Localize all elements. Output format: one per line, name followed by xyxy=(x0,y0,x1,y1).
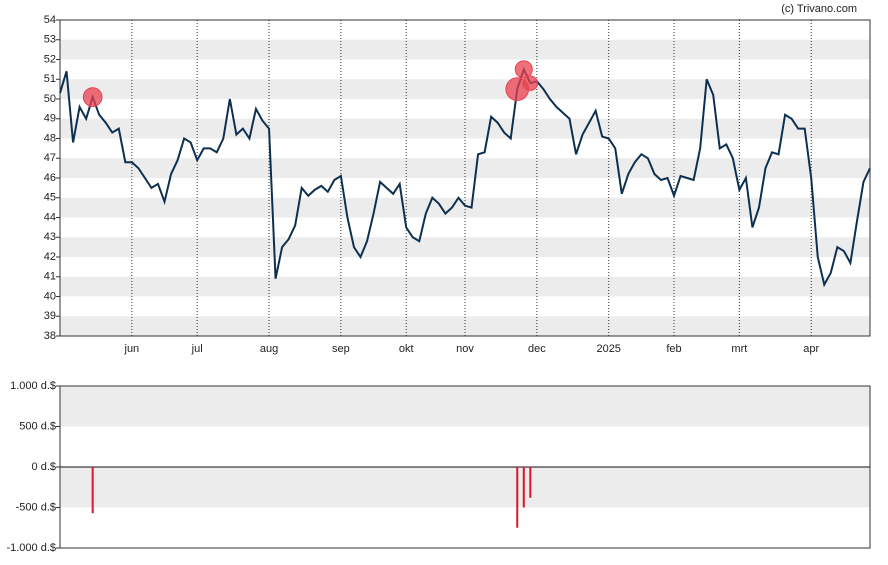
band xyxy=(60,386,870,427)
x-tick-label: mrt xyxy=(731,343,747,355)
y-tick-label: 43 xyxy=(44,231,56,243)
band xyxy=(60,467,870,508)
bar xyxy=(91,467,94,514)
trade-marker xyxy=(514,60,533,79)
band xyxy=(60,276,870,297)
y-tick-label: 41 xyxy=(44,271,56,283)
y-tick-label: 46 xyxy=(44,172,56,184)
x-tick-label: dec xyxy=(528,343,546,355)
y-tick-label: 40 xyxy=(44,290,56,302)
y-tick-label: 39 xyxy=(44,310,56,322)
y-tick-label: -500 d.$ xyxy=(16,501,56,513)
y-tick-label: 47 xyxy=(44,152,56,164)
y-tick-label: 45 xyxy=(44,192,56,204)
y-tick-label: 0 d.$ xyxy=(32,461,56,473)
y-tick-label: 53 xyxy=(44,34,56,46)
y-tick-label: 54 xyxy=(44,14,56,26)
y-tick-label: 500 d.$ xyxy=(19,420,56,432)
x-tick-label: okt xyxy=(399,343,414,355)
plot-border xyxy=(59,19,871,337)
y-tick-label: 44 xyxy=(44,211,56,223)
watermark: (c) Trivano.com xyxy=(781,3,857,15)
plot-border xyxy=(59,385,871,549)
x-tick-label: sep xyxy=(332,343,350,355)
y-tick-label: 1.000 d.$ xyxy=(10,380,56,392)
band xyxy=(60,237,870,257)
bar xyxy=(522,467,525,508)
price-line xyxy=(59,66,871,288)
band xyxy=(60,158,870,178)
y-tick-label: 50 xyxy=(44,93,56,105)
y-tick-label: -1.000 d.$ xyxy=(6,542,56,554)
y-tick-label: 52 xyxy=(44,53,56,65)
bar xyxy=(529,467,532,498)
x-tick-label: aug xyxy=(260,343,278,355)
trade-marker xyxy=(82,87,103,107)
y-tick-label: 42 xyxy=(44,251,56,263)
x-tick-label: jun xyxy=(124,343,140,355)
x-tick-label: nov xyxy=(456,343,474,355)
x-tick-label: 2025 xyxy=(596,343,620,355)
x-tick-label: apr xyxy=(803,343,819,355)
band xyxy=(60,39,870,60)
y-tick-label: 51 xyxy=(44,73,56,85)
trade-marker xyxy=(522,75,539,91)
x-tick-label: feb xyxy=(666,343,681,355)
y-tick-label: 48 xyxy=(44,132,56,144)
band xyxy=(60,197,870,218)
y-tick-label: 38 xyxy=(44,330,56,342)
bar xyxy=(516,467,519,528)
x-tick-label: jul xyxy=(191,343,203,355)
y-tick-label: 49 xyxy=(44,113,56,125)
